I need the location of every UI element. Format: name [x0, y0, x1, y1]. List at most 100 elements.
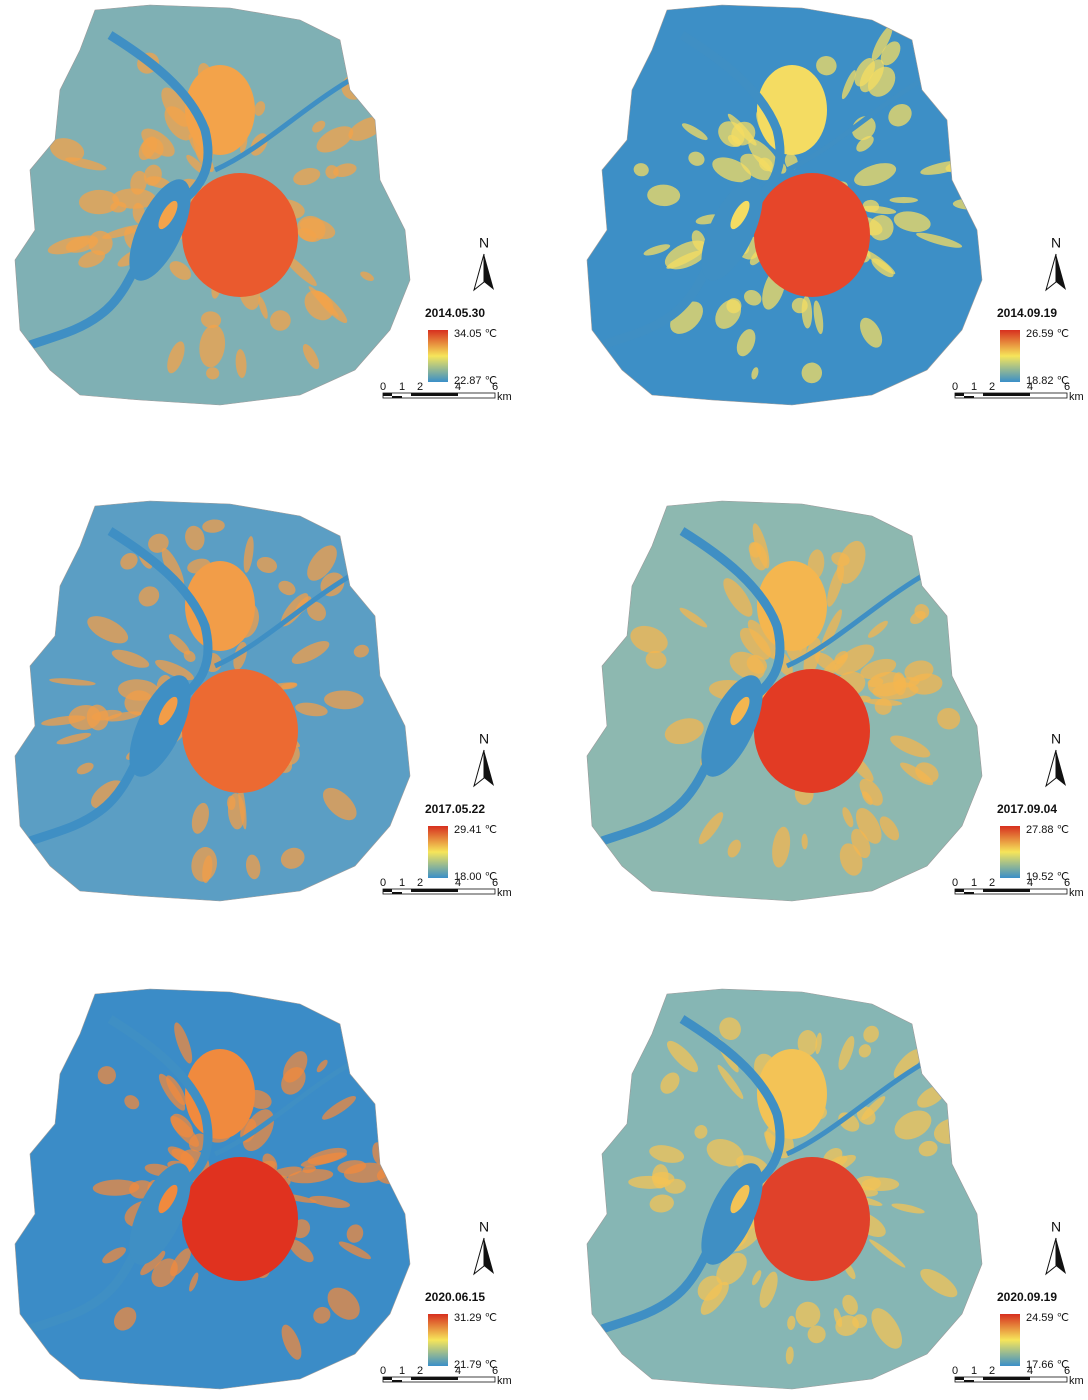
date-label: 2020.06.15: [425, 1290, 485, 1304]
map-panel: N2020.06.1531.29 ℃21.79 ℃01246km: [15, 989, 512, 1389]
north-arrow: [474, 750, 484, 786]
urban-core: [754, 669, 870, 793]
figure: N2014.05.3034.05 ℃22.87 ℃01246kmN2014.09…: [0, 0, 1088, 1400]
map-panel: N2020.09.1924.59 ℃17.66 ℃01246km: [587, 989, 1084, 1389]
urban-core: [182, 669, 298, 793]
scale-tick-label: 1: [971, 1365, 977, 1377]
date-label: 2017.05.22: [425, 802, 485, 816]
map: [587, 501, 982, 901]
scale-segment: [964, 1380, 974, 1382]
urban-core: [182, 173, 298, 297]
map: [15, 5, 410, 405]
date-label: 2014.05.30: [425, 306, 485, 320]
scale-segment: [411, 393, 420, 396]
urban-core: [754, 173, 870, 297]
max-label: 24.59 ℃: [1026, 1312, 1069, 1324]
max-label: 26.59 ℃: [1026, 328, 1069, 340]
scale-tick-label: 2: [989, 381, 995, 393]
scale-unit: km: [497, 887, 512, 899]
scale-segment: [383, 889, 392, 892]
north-label: N: [1051, 235, 1061, 251]
scale-tick-label: 4: [1027, 381, 1033, 393]
warm-patch: [890, 197, 919, 203]
north-arrow-fill: [1056, 254, 1066, 290]
scale-tick-label: 2: [417, 1365, 423, 1377]
scale-unit: km: [1069, 887, 1084, 899]
scale-tick-label: 0: [380, 381, 386, 393]
scale-tick-label: 2: [417, 877, 423, 889]
scale-tick-label: 0: [952, 877, 958, 889]
scale-segment: [411, 889, 420, 892]
scale-segment: [992, 889, 1030, 892]
scale-tick-label: 1: [399, 381, 405, 393]
north-label: N: [1051, 731, 1061, 747]
urban-core: [182, 1157, 298, 1281]
max-label: 34.05 ℃: [454, 328, 497, 340]
date-label: 2017.09.04: [997, 802, 1057, 816]
scale-tick-label: 2: [989, 1365, 995, 1377]
color-ramp: [428, 826, 448, 878]
max-label: 29.41 ℃: [454, 824, 497, 836]
north-arrow-fill: [1056, 750, 1066, 786]
scale-unit: km: [1069, 1375, 1084, 1387]
scale-segment: [983, 889, 992, 892]
scale-segment: [420, 889, 458, 892]
scale-segment: [964, 892, 974, 894]
north-arrow-fill: [484, 1238, 494, 1274]
scale-segment: [992, 1377, 1030, 1380]
scale-segment: [955, 889, 964, 892]
north-arrow: [474, 1238, 484, 1274]
north-label: N: [479, 235, 489, 251]
scale-tick-label: 4: [455, 1365, 461, 1377]
scale-segment: [955, 393, 964, 396]
map-panel: N2014.09.1926.59 ℃18.82 ℃01246km: [587, 5, 1084, 405]
scale-tick-label: 4: [455, 877, 461, 889]
scale-tick-label: 1: [399, 877, 405, 889]
scale-segment: [983, 393, 992, 396]
color-ramp: [1000, 826, 1020, 878]
scale-segment: [964, 396, 974, 398]
north-label: N: [1051, 1219, 1061, 1235]
scale-tick-label: 2: [989, 877, 995, 889]
map: [587, 5, 987, 405]
scale-tick-label: 4: [455, 381, 461, 393]
max-label: 31.29 ℃: [454, 1312, 497, 1324]
urban-core: [754, 1157, 870, 1281]
map-panel: N2014.05.3034.05 ℃22.87 ℃01246km: [15, 5, 512, 405]
scale-tick-label: 0: [380, 877, 386, 889]
max-label: 27.88 ℃: [1026, 824, 1069, 836]
scale-unit: km: [1069, 391, 1084, 403]
scale-segment: [411, 1377, 420, 1380]
scale-unit: km: [497, 1375, 512, 1387]
scale-tick-label: 0: [952, 381, 958, 393]
scale-tick-label: 2: [417, 381, 423, 393]
date-label: 2020.09.19: [997, 1290, 1057, 1304]
scale-tick-label: 1: [399, 1365, 405, 1377]
north-arrow: [474, 254, 484, 290]
color-ramp: [1000, 1314, 1020, 1366]
scale-tick-label: 4: [1027, 877, 1033, 889]
scale-segment: [392, 892, 402, 894]
color-ramp: [428, 1314, 448, 1366]
map: [15, 501, 410, 901]
scale-segment: [420, 1377, 458, 1380]
scale-segment: [983, 1377, 992, 1380]
scale-segment: [955, 1377, 964, 1380]
scale-segment: [420, 393, 458, 396]
north-arrow: [1046, 254, 1056, 290]
north-label: N: [479, 731, 489, 747]
scale-unit: km: [497, 391, 512, 403]
scale-segment: [383, 393, 392, 396]
north-arrow: [1046, 750, 1056, 786]
north-arrow-fill: [484, 750, 494, 786]
scale-segment: [392, 396, 402, 398]
scale-tick-label: 1: [971, 381, 977, 393]
color-ramp: [428, 330, 448, 382]
date-label: 2014.09.19: [997, 306, 1057, 320]
north-arrow-fill: [1056, 1238, 1066, 1274]
scale-tick-label: 0: [952, 1365, 958, 1377]
north-arrow: [1046, 1238, 1056, 1274]
color-ramp: [1000, 330, 1020, 382]
